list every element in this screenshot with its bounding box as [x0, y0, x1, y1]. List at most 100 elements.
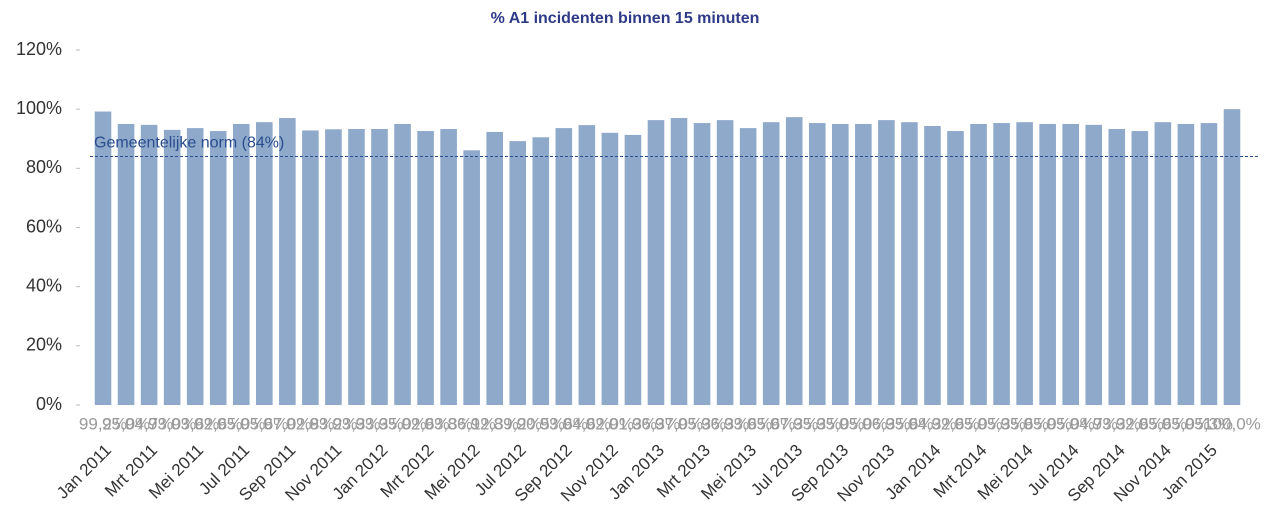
y-tick-label: 120%	[16, 39, 62, 59]
bar	[901, 122, 918, 405]
value-label: 95,6%	[240, 414, 288, 433]
y-tick-label: 0%	[36, 394, 62, 414]
bar	[486, 131, 503, 405]
bar	[624, 134, 642, 405]
bar	[417, 131, 434, 405]
bar	[1062, 123, 1079, 405]
value-label: 95,0%	[954, 414, 1002, 433]
bar	[647, 120, 665, 406]
value-label: 89,2%	[494, 414, 542, 433]
value-label: 97,3%	[770, 414, 818, 433]
bar	[601, 132, 619, 406]
value-label: 96,3%	[862, 414, 910, 433]
bar	[1039, 123, 1056, 405]
value-label: 93,3%	[425, 414, 473, 433]
value-label: 91,3%	[609, 414, 657, 433]
value-label: 92,6%	[931, 414, 979, 433]
value-label: 93,2%	[309, 414, 357, 433]
value-label: 95,6%	[1001, 414, 1049, 433]
bar	[832, 123, 849, 405]
value-label: 95,0%	[1047, 414, 1095, 433]
value-label: 94,7%	[1070, 414, 1118, 433]
bar	[808, 123, 826, 405]
value-label: 99,2%	[79, 414, 127, 433]
x-tick-label: Jan 2011	[53, 441, 115, 503]
value-label: 95,6%	[885, 414, 933, 433]
bar	[947, 131, 964, 405]
value-label: 92,6%	[1116, 414, 1164, 433]
value-label: 96,3%	[701, 414, 749, 433]
value-label: 95,0%	[378, 414, 426, 433]
bar	[855, 123, 872, 405]
value-label: 92,3%	[471, 414, 519, 433]
bar	[256, 122, 273, 405]
bar	[1223, 109, 1241, 406]
reference-label: Gemeentelijke norm (84%)	[94, 135, 284, 152]
bar	[1200, 123, 1218, 405]
bar	[532, 137, 550, 406]
value-label: 96,3%	[632, 414, 680, 433]
value-label: 93,6%	[540, 414, 588, 433]
bar	[463, 150, 480, 405]
bar	[739, 128, 757, 405]
value-label: 94,3%	[908, 414, 956, 433]
y-tick-label: 60%	[26, 216, 62, 236]
y-tick-label: 40%	[26, 275, 62, 295]
bar	[94, 111, 112, 406]
bar	[117, 123, 135, 405]
value-label: 90,5%	[517, 414, 565, 433]
value-label: 95,3%	[1185, 414, 1233, 433]
bar	[1131, 131, 1149, 405]
bar	[394, 123, 411, 405]
bar	[1085, 124, 1103, 406]
bar	[302, 130, 319, 405]
bar	[509, 141, 527, 405]
value-label: 92,0%	[586, 414, 634, 433]
value-label: 95,6%	[747, 414, 795, 433]
value-label: 92,8%	[286, 414, 334, 433]
value-label: 95,0%	[816, 414, 864, 433]
value-label: 97,0%	[263, 414, 311, 433]
value-label: 95,3%	[678, 414, 726, 433]
value-label: 95,0%	[217, 414, 265, 433]
bar	[440, 128, 457, 406]
y-tick-label: 20%	[26, 335, 62, 355]
value-label: 93,0%	[148, 414, 196, 433]
chart-title: % A1 incidenten binnen 15 minuten	[491, 10, 760, 27]
value-label: 86,1%	[448, 414, 496, 433]
bar	[993, 123, 1010, 405]
bar	[325, 129, 342, 406]
bar	[186, 128, 204, 405]
value-label: 93,3%	[355, 414, 403, 433]
bar	[140, 124, 158, 406]
value-label: 92,6%	[194, 414, 242, 433]
value-label: 92,6%	[401, 414, 449, 433]
value-label: 97,0%	[655, 414, 703, 433]
bar	[1108, 128, 1126, 406]
y-tick-label: 80%	[26, 157, 62, 177]
value-label: 94,6%	[563, 414, 611, 433]
bar	[878, 120, 895, 406]
value-label: 93,6%	[171, 414, 219, 433]
y-tick-label: 100%	[16, 98, 62, 118]
bar	[670, 118, 688, 406]
bar	[762, 122, 780, 405]
value-label: 100,0%	[1203, 414, 1261, 433]
bar	[693, 123, 711, 405]
value-label: 93,6%	[724, 414, 772, 433]
bar	[1177, 123, 1195, 405]
bar	[1016, 122, 1033, 405]
value-label: 95,0%	[102, 414, 150, 433]
bar	[348, 128, 365, 406]
bar	[924, 126, 941, 405]
value-label: 95,6%	[1139, 414, 1187, 433]
value-label: 93,3%	[1093, 414, 1141, 433]
value-label: 95,0%	[1024, 414, 1072, 433]
bar	[970, 123, 987, 405]
bar	[232, 123, 250, 405]
bar	[1154, 122, 1172, 405]
bar	[209, 131, 227, 405]
bar	[163, 129, 181, 405]
bar	[578, 125, 596, 406]
